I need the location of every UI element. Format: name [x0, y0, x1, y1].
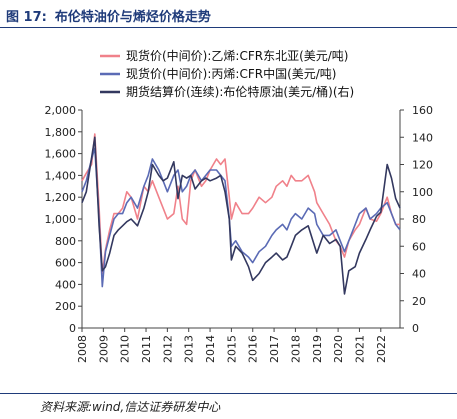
x-tick-label: 2012: [161, 335, 174, 363]
title-rule: [0, 27, 457, 28]
right-tick-label: 100: [412, 186, 433, 199]
x-tick-label: 2017: [268, 335, 281, 363]
right-tick-label: 80: [412, 213, 426, 226]
left-tick-label: 800: [55, 235, 76, 248]
x-tick-label: 2014: [204, 335, 217, 363]
source-note: 资料来源:wind,信达证券研发中心: [40, 400, 221, 414]
left-tick-label: 0: [69, 322, 76, 335]
figure-title: 图 17: 布伦特油价与烯烃价格走势: [6, 6, 211, 25]
x-tick-label: 2022: [375, 335, 388, 363]
x-tick-label: 2010: [119, 335, 132, 363]
x-tick-label: 2009: [97, 335, 110, 363]
source-rule: [0, 393, 457, 394]
series-line-3: [81, 136, 401, 295]
left-tick-label: 200: [55, 300, 76, 313]
left-tick-label: 1,000: [45, 213, 77, 226]
left-tick-label: 1,200: [45, 191, 77, 204]
right-tick-label: 40: [412, 268, 426, 281]
figure-number: 图 17:: [6, 10, 47, 25]
left-tick-label: 600: [55, 257, 76, 270]
series-line-2: [81, 147, 401, 288]
x-tick-label: 2020: [332, 335, 345, 363]
right-tick-label: 120: [412, 159, 433, 172]
series-line-1: [81, 133, 400, 275]
left-tick-label: 2,000: [45, 104, 77, 117]
x-tick-label: 2008: [76, 335, 89, 363]
right-tick-label: 60: [412, 240, 426, 253]
right-tick-label: 140: [412, 131, 433, 144]
right-tick-label: 0: [412, 322, 419, 335]
left-tick-label: 1,600: [45, 148, 77, 161]
x-tick-label: 2015: [225, 335, 238, 363]
x-tick-label: 2018: [289, 335, 302, 363]
legend-label-2: 现货价(中间价):丙烯:CFR中国(美元/吨): [126, 66, 336, 81]
left-tick-label: 400: [55, 278, 76, 291]
right-tick-label: 20: [412, 295, 426, 308]
figure-title-text: 布伦特油价与烯烃价格走势: [54, 10, 211, 25]
x-tick-label: 2019: [311, 335, 324, 363]
left-tick-label: 1,400: [45, 169, 77, 182]
legend-label-3: 期货结算价(连续):布伦特原油(美元/桶)(右): [126, 84, 354, 99]
legend-box: [96, 43, 386, 106]
legend-label-1: 现货价(中间价):乙烯:CFR东北亚(美元/吨): [126, 48, 348, 63]
x-tick-label: 2011: [140, 335, 153, 363]
x-tick-label: 2013: [183, 335, 196, 363]
right-tick-label: 160: [412, 104, 433, 117]
x-tick-label: 2021: [353, 335, 366, 363]
x-tick-label: 2016: [247, 335, 260, 363]
left-tick-label: 1,800: [45, 126, 77, 139]
